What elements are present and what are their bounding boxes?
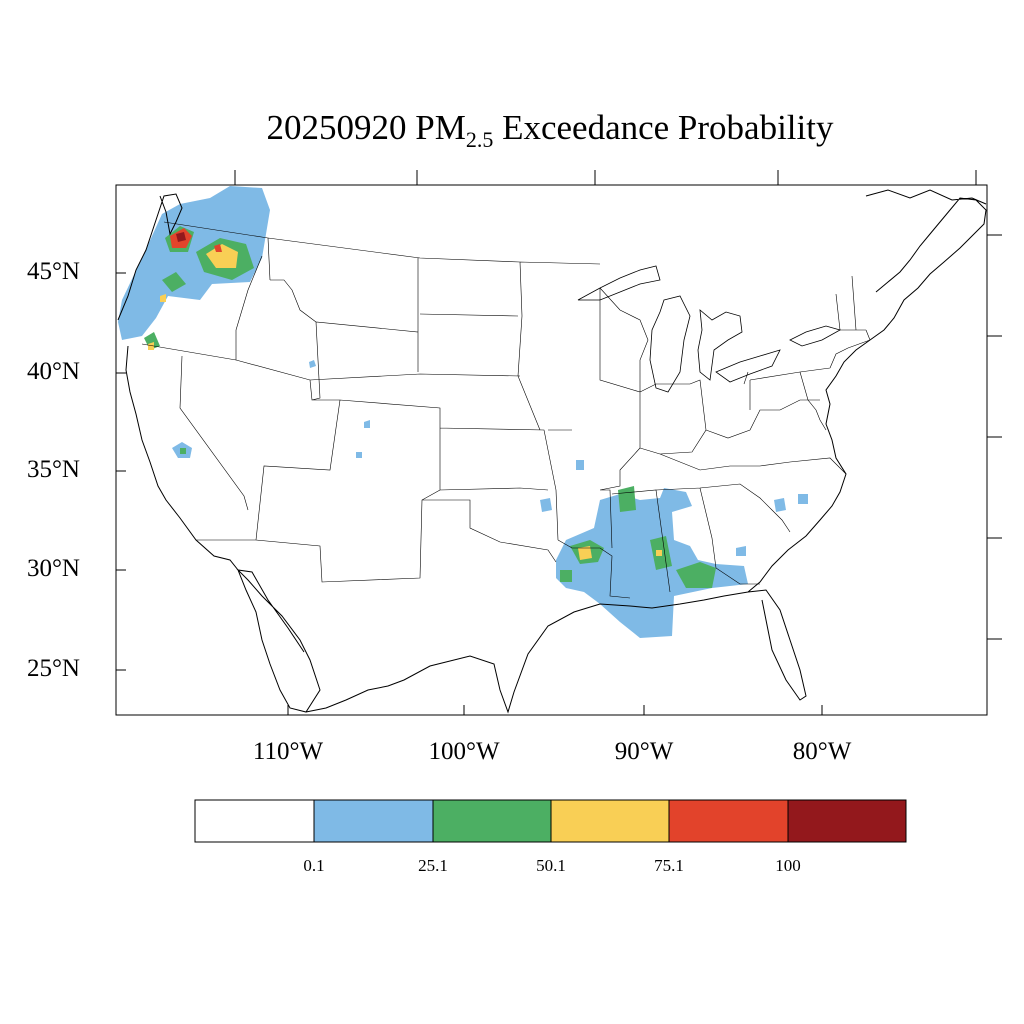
fill-ca-mid	[180, 448, 186, 454]
color-bar	[194, 799, 907, 843]
fill-pnw-ext	[176, 232, 186, 242]
lat-label-45: 45°N	[26, 258, 80, 285]
lon-label-100: 100°W	[428, 738, 500, 765]
map-title: 20250920 PM2.5 Exceedance Probability	[266, 108, 834, 152]
colorbar-label-3: 75.1	[654, 856, 684, 875]
lon-label-110: 110°W	[252, 738, 324, 765]
fill-se-low4	[774, 498, 786, 512]
fill-se-mid2	[618, 486, 636, 512]
coastline-outline	[117, 189, 987, 714]
great-lakes	[577, 265, 842, 393]
fill-pnw-high3	[148, 342, 154, 350]
colorbar-bin-4	[669, 800, 788, 842]
fill-co-dot2	[356, 452, 362, 458]
fill-se-mid4	[676, 562, 716, 588]
colorbar-bin-2	[433, 800, 551, 842]
lat-label-40: 40°N	[26, 358, 80, 385]
fill-se-low3	[540, 498, 552, 512]
lon-label-80: 80°W	[792, 738, 852, 765]
colorbar-bin-3	[551, 800, 669, 842]
colorbar-label-4: 100	[775, 856, 801, 875]
lat-label-25: 25°N	[26, 655, 80, 682]
lat-label-35: 35°N	[26, 456, 80, 483]
fill-pnw-vhigh2	[214, 244, 222, 252]
fill-se-low5	[798, 494, 808, 504]
fill-se-low6	[736, 546, 746, 556]
lon-label-90: 90°W	[614, 738, 674, 765]
colorbar-label-0: 0.1	[303, 856, 325, 875]
fill-se-mid5	[560, 570, 572, 582]
map-boundaries	[117, 189, 987, 714]
state-borders	[141, 221, 871, 599]
fill-idaho-dot	[309, 360, 316, 368]
fill-pnw-high	[206, 244, 238, 268]
tick-marks	[116, 170, 1002, 715]
fill-pnw-low	[118, 186, 270, 340]
fill-se-low	[556, 488, 748, 638]
fill-pnw-high2	[160, 294, 166, 302]
fill-se-high2	[656, 550, 662, 556]
probability-fill	[118, 186, 808, 638]
lat-label-30: 30°N	[26, 555, 80, 582]
colorbar-label-2: 50.1	[536, 856, 566, 875]
map-frame	[115, 184, 988, 716]
colorbar-bin-0	[195, 800, 314, 842]
colorbar-label-1: 25.1	[418, 856, 448, 875]
fill-se-low2	[576, 460, 584, 470]
colorbar-bin-5	[788, 800, 906, 842]
fill-co-dot1	[364, 420, 370, 428]
fill-pnw-mid3	[162, 272, 186, 292]
fill-se-high	[578, 546, 592, 560]
colorbar-bin-1	[314, 800, 433, 842]
